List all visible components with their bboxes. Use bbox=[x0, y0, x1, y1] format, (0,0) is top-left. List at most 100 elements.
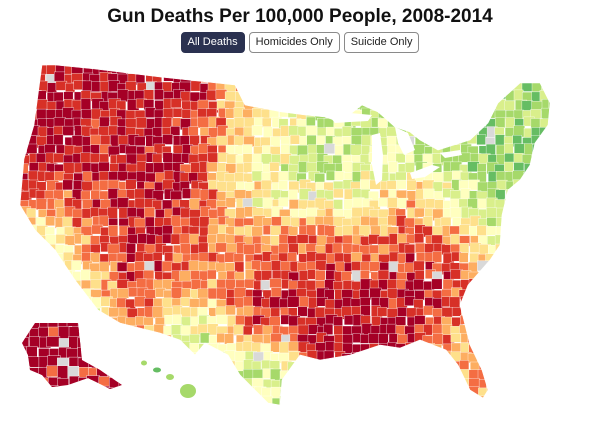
county-cell bbox=[20, 65, 30, 76]
county-cell bbox=[242, 378, 253, 391]
county-cell bbox=[549, 136, 550, 148]
all-deaths-button[interactable]: All Deaths bbox=[180, 32, 245, 53]
county-cell bbox=[441, 350, 452, 363]
county-cell bbox=[531, 65, 542, 74]
county-cell bbox=[558, 63, 568, 73]
county-cell bbox=[288, 90, 299, 100]
county-cell bbox=[326, 170, 336, 181]
county-cell bbox=[71, 135, 84, 147]
suicide-only-button[interactable]: Suicide Only bbox=[343, 32, 420, 53]
county-cell bbox=[242, 144, 253, 154]
county-cell bbox=[179, 352, 190, 365]
county-cell bbox=[136, 407, 147, 419]
county-cell bbox=[179, 341, 191, 353]
county-cell bbox=[505, 341, 516, 351]
county-cell bbox=[126, 370, 138, 383]
county-cell bbox=[551, 387, 561, 398]
county-cell bbox=[353, 369, 364, 381]
county-cell bbox=[269, 278, 282, 288]
county-cell bbox=[332, 242, 343, 255]
county-cell bbox=[539, 386, 550, 399]
county-cell bbox=[378, 65, 389, 66]
county-cell bbox=[45, 397, 55, 405]
county-cell bbox=[162, 225, 173, 236]
county-cell bbox=[459, 118, 472, 129]
county-cell bbox=[172, 108, 183, 118]
county-cell bbox=[54, 171, 65, 181]
county-cell bbox=[494, 359, 506, 372]
county-cell bbox=[37, 243, 50, 256]
county-cell bbox=[442, 379, 453, 391]
county-cell bbox=[163, 71, 175, 82]
county-cell bbox=[225, 395, 236, 405]
county-cell bbox=[350, 72, 363, 83]
county-cell bbox=[306, 369, 318, 381]
county-cell bbox=[485, 271, 497, 283]
county-cell bbox=[424, 107, 437, 119]
county-cell bbox=[504, 161, 514, 172]
county-cell bbox=[38, 271, 50, 283]
county-cell bbox=[396, 407, 406, 419]
county-cell bbox=[20, 108, 31, 120]
county-cell bbox=[109, 324, 121, 336]
county-cell bbox=[305, 396, 316, 405]
county-cell bbox=[458, 65, 471, 75]
county-cell bbox=[216, 287, 227, 300]
county-cell bbox=[459, 407, 469, 417]
county-cell bbox=[297, 368, 310, 379]
alaska-county-cell bbox=[57, 378, 69, 389]
county-cell bbox=[386, 323, 397, 336]
county-cell bbox=[20, 199, 21, 209]
county-cell bbox=[71, 65, 84, 75]
county-cell bbox=[515, 280, 527, 291]
county-cell bbox=[541, 406, 553, 417]
us-county-choropleth-map[interactable] bbox=[0, 55, 600, 431]
hawaii-big-island bbox=[180, 384, 196, 398]
county-cell bbox=[559, 315, 569, 324]
county-cell bbox=[9, 145, 19, 157]
county-cell bbox=[521, 368, 532, 379]
county-cell bbox=[378, 244, 391, 256]
alaska-counties bbox=[22, 323, 122, 389]
alaska-county-cell bbox=[87, 348, 99, 362]
county-cell bbox=[531, 209, 541, 219]
county-cell bbox=[235, 389, 248, 402]
alaska-county-cell bbox=[118, 375, 122, 389]
county-cell bbox=[270, 341, 281, 353]
county-cell bbox=[560, 235, 571, 245]
county-cell bbox=[81, 279, 92, 290]
county-cell bbox=[118, 389, 131, 400]
county-cell bbox=[324, 65, 336, 67]
county-cell bbox=[288, 125, 299, 137]
county-cell bbox=[431, 89, 443, 100]
county-cell bbox=[523, 332, 536, 345]
alaska-county-cell bbox=[117, 387, 122, 389]
county-cell bbox=[116, 262, 129, 272]
county-cell bbox=[333, 370, 345, 381]
county-cell bbox=[386, 180, 398, 191]
county-cell bbox=[548, 98, 550, 109]
county-cell bbox=[541, 235, 550, 246]
county-cell bbox=[368, 333, 380, 344]
county-cell bbox=[397, 307, 408, 317]
county-cell bbox=[443, 89, 454, 100]
county-cell bbox=[234, 379, 246, 392]
county-cell bbox=[325, 341, 336, 353]
county-cell bbox=[208, 361, 221, 371]
county-cell bbox=[414, 351, 424, 363]
county-cell bbox=[134, 65, 146, 67]
county-cell bbox=[20, 379, 21, 391]
county-cell bbox=[71, 65, 83, 67]
county-cell bbox=[234, 172, 245, 183]
county-cell bbox=[514, 235, 526, 248]
county-cell bbox=[548, 308, 550, 320]
county-cell bbox=[20, 71, 30, 84]
county-cell bbox=[540, 162, 550, 175]
county-cell bbox=[343, 405, 353, 416]
county-cell bbox=[521, 360, 533, 373]
county-cell bbox=[379, 395, 392, 405]
homicides-only-button[interactable]: Homicides Only bbox=[248, 32, 340, 53]
county-cell bbox=[561, 127, 571, 138]
county-cell bbox=[260, 280, 270, 290]
county-cell bbox=[54, 278, 66, 290]
